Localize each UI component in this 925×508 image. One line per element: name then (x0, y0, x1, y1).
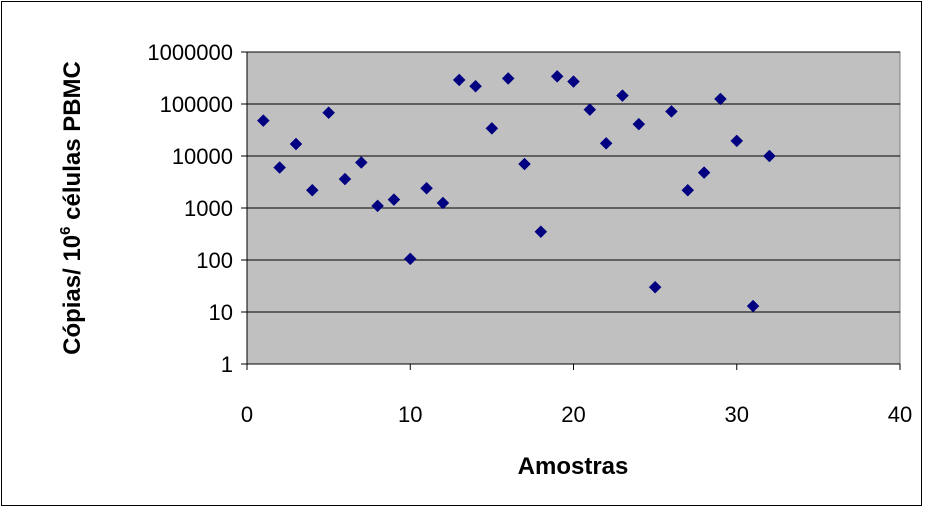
data-point (420, 181, 433, 195)
y-tick-labels: 1 10 100 1000 10000 100000 1000000 (147, 40, 233, 377)
data-point (256, 114, 270, 127)
y-axis-title-superscript: 6 (57, 227, 74, 235)
x-tick-label: 0 (241, 402, 253, 427)
x-tick-label: 30 (725, 402, 749, 427)
x-tick-label: 20 (561, 402, 585, 427)
y-axis-title-suffix: células PBMC (59, 61, 86, 226)
y-tick-label: 100 (196, 248, 233, 273)
data-points (256, 70, 776, 313)
data-point (485, 122, 499, 135)
gridlines (247, 51, 900, 313)
data-point (403, 252, 417, 266)
data-point (583, 103, 597, 116)
x-tick-labels: 0 10 20 30 40 (241, 402, 912, 427)
data-point (534, 225, 548, 239)
x-axis-title: Amostras (518, 453, 629, 480)
data-point (665, 105, 678, 118)
data-point (697, 166, 711, 179)
data-point (371, 199, 384, 213)
data-point (436, 196, 450, 210)
data-point (501, 72, 515, 85)
y-tick-label: 100000 (160, 92, 233, 117)
data-point (469, 79, 482, 93)
axes (241, 51, 901, 370)
data-point (387, 193, 401, 206)
y-axis-title-prefix: Cópias/ 10 (59, 235, 86, 355)
data-point (632, 117, 646, 131)
y-tick-label: 10000 (172, 144, 233, 169)
data-point (289, 137, 303, 151)
data-point (273, 161, 287, 174)
y-tick-label: 10 (209, 300, 233, 325)
data-point (452, 73, 466, 87)
data-point (567, 75, 580, 88)
data-point (681, 183, 695, 197)
y-tick-label: 1000 (184, 196, 233, 221)
data-point (763, 149, 776, 163)
data-point (322, 106, 335, 120)
data-point (518, 157, 531, 171)
data-point (338, 172, 352, 186)
data-point (305, 183, 319, 197)
x-tick-label: 40 (888, 402, 912, 427)
data-point (714, 92, 727, 106)
y-tick-label: 1000000 (147, 40, 233, 65)
y-axis-title: Cópias/ 106 células PBMC (57, 61, 86, 355)
data-point (648, 280, 662, 294)
data-point (730, 134, 744, 148)
y-tick-label: 1 (221, 352, 233, 377)
data-point (599, 137, 613, 150)
data-point (550, 70, 564, 83)
data-point (746, 299, 760, 313)
data-point (616, 89, 629, 102)
x-tick-label: 10 (398, 402, 422, 427)
data-point (354, 156, 368, 169)
